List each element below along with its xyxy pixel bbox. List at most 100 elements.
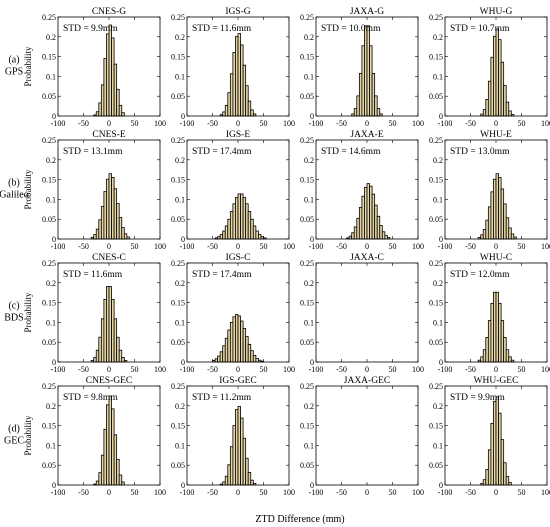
y-tick-label: 0.05: [42, 92, 56, 101]
x-tick-label: 0: [236, 119, 240, 128]
y-tick-label: 0.2: [175, 33, 185, 42]
x-tick-label: 0: [365, 365, 369, 374]
y-tick-label: 0.2: [175, 279, 185, 288]
x-tick-label: 100: [154, 119, 166, 128]
y-tick-label: 0.15: [42, 422, 56, 431]
x-tick-label: 100: [283, 119, 295, 128]
y-tick-label: 0.05: [429, 92, 443, 101]
panel-title: IGS-C: [226, 253, 251, 263]
y-tick-label: 0.25: [42, 13, 56, 22]
y-tick-label: 0.1: [433, 318, 443, 327]
x-tick-label: 50: [389, 242, 397, 251]
y-tick-label: 0.05: [171, 461, 185, 470]
y-tick-label: 0.25: [429, 382, 443, 391]
x-tick-label: 100: [412, 488, 424, 497]
y-tick-label: 0.25: [300, 382, 314, 391]
x-tick-label: 50: [131, 242, 139, 251]
y-tick-label: 0.15: [300, 53, 314, 62]
x-tick-label: 50: [389, 488, 397, 497]
y-tick-label: 0.2: [433, 33, 443, 42]
x-tick-label: 0: [107, 242, 111, 251]
x-tick-label: 50: [518, 119, 526, 128]
y-tick-label: 0: [181, 481, 185, 490]
x-tick-label: 0: [365, 242, 369, 251]
x-tick-label: 0: [236, 242, 240, 251]
y-tick-label: 0: [52, 235, 56, 244]
x-tick-label: -50: [465, 365, 476, 374]
x-tick-label: -100: [309, 242, 324, 251]
row-sublabel: BDS: [4, 313, 23, 324]
y-tick-label: 0.1: [46, 441, 56, 450]
x-tick-label: -100: [180, 119, 195, 128]
y-tick-label: 0.15: [42, 53, 56, 62]
x-tick-label: 0: [365, 119, 369, 128]
y-tick-label: 0.05: [429, 215, 443, 224]
panel-whu-g: -100 -50 0 50 100 0 0.05 0.1 0.15 0.2 0.25 WHU-G STD…: [429, 7, 550, 128]
x-tick-label: -100: [51, 488, 66, 497]
std-annotation: STD = 10.0mm: [321, 24, 381, 34]
x-tick-label: -100: [51, 119, 66, 128]
x-tick-label: 50: [131, 365, 139, 374]
x-tick-label: 50: [260, 365, 268, 374]
y-tick-label: 0.25: [300, 136, 314, 145]
y-tick-label: 0.2: [304, 279, 314, 288]
panel-whu-gec: -100 -50 0 50 100 0 0.05 0.1 0.15 0.2 0.25 WHU-GEC S…: [429, 376, 550, 497]
y-axis-label: Probability: [23, 169, 33, 209]
x-tick-label: 50: [518, 242, 526, 251]
y-tick-label: 0.15: [42, 299, 56, 308]
y-tick-label: 0.25: [42, 382, 56, 391]
y-tick-label: 0: [439, 112, 443, 121]
axes-frame: [315, 262, 419, 363]
x-tick-label: -100: [438, 488, 453, 497]
x-tick-label: 50: [260, 242, 268, 251]
y-tick-label: 0.05: [171, 338, 185, 347]
y-tick-label: 0: [181, 112, 185, 121]
row-label: (d): [8, 424, 20, 435]
x-tick-label: -50: [207, 119, 218, 128]
axes-frame: [315, 385, 419, 486]
x-tick-label: 100: [154, 242, 166, 251]
y-tick-label: 0.05: [42, 338, 56, 347]
y-axis-label: Probability: [23, 415, 33, 455]
x-tick-label: 50: [518, 365, 526, 374]
y-tick-label: 0.15: [429, 422, 443, 431]
row-label: (b): [8, 178, 20, 189]
y-axis-label: Probability: [23, 46, 33, 86]
panel-title: JAXA-C: [350, 253, 384, 263]
y-tick-label: 0.15: [300, 176, 314, 185]
y-tick-label: 0.2: [46, 33, 56, 42]
panel-title: JAXA-G: [350, 7, 384, 17]
y-tick-label: 0.1: [175, 195, 185, 204]
x-tick-label: 50: [131, 119, 139, 128]
y-tick-label: 0: [52, 481, 56, 490]
x-tick-label: 0: [494, 365, 498, 374]
std-annotation: STD = 9.8mm: [63, 393, 118, 403]
y-tick-label: 0.2: [175, 156, 185, 165]
panel-title: CNES-C: [92, 253, 126, 263]
x-tick-label: -100: [180, 242, 195, 251]
y-tick-label: 0: [181, 358, 185, 367]
y-tick-label: 0.1: [46, 72, 56, 81]
panel-title: JAXA-GEC: [344, 376, 390, 386]
x-tick-label: -50: [336, 242, 347, 251]
y-tick-label: 0.05: [171, 92, 185, 101]
x-tick-label: 50: [389, 119, 397, 128]
y-tick-label: 0.15: [42, 176, 56, 185]
x-tick-label: 100: [154, 488, 166, 497]
y-tick-label: 0.25: [171, 382, 185, 391]
panel-cnes-c: -100 -50 0 50 100 0 0.05 0.1 0.15 0.2 0.25 CNES-C ST…: [4, 253, 166, 374]
y-tick-label: 0.2: [304, 402, 314, 411]
x-tick-label: 100: [154, 365, 166, 374]
panel-jaxa-g: -100 -50 0 50 100 0 0.05 0.1 0.15 0.2 0.25 JAXA-G ST…: [300, 7, 424, 128]
x-tick-label: -50: [336, 119, 347, 128]
x-tick-label: 0: [107, 119, 111, 128]
x-tick-label: -100: [180, 488, 195, 497]
y-tick-label: 0.2: [433, 402, 443, 411]
y-axis-label: Probability: [23, 292, 33, 332]
std-annotation: STD = 17.4mm: [192, 270, 252, 280]
x-tick-label: -50: [207, 365, 218, 374]
x-tick-label: -100: [309, 488, 324, 497]
y-tick-label: 0.2: [46, 279, 56, 288]
y-tick-label: 0.05: [429, 338, 443, 347]
panel-jaxa-gec: -100 -50 0 50 100 0 0.05 0.1 0.15 0.2 0.25 JAXA-GEC: [300, 376, 424, 497]
